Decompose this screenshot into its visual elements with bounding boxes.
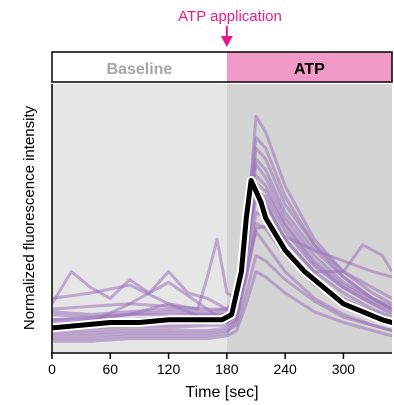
x-tick-label-0: 0	[48, 361, 56, 377]
annotation-arrow-head	[220, 36, 233, 47]
y-axis-label: Normalized fluorescence intensity	[21, 105, 38, 330]
mean-trace-group	[52, 176, 392, 333]
x-axis-label: Time [sec]	[185, 384, 258, 401]
individual-trace-12	[52, 270, 392, 343]
mean-trace-line	[52, 178, 392, 331]
atp-band	[226, 52, 392, 82]
x-tick-label-240: 240	[273, 361, 297, 377]
x-tick-label-120: 120	[157, 361, 181, 377]
atp-application-annotation: ATP application	[178, 8, 282, 25]
plot-area	[52, 84, 392, 352]
phase-band-frame	[51, 51, 393, 83]
atp-label: ATP	[294, 61, 325, 78]
baseline-label: Baseline	[107, 61, 173, 78]
baseline-band	[52, 52, 227, 82]
x-tick-label-300: 300	[332, 361, 356, 377]
x-tick-label-180: 180	[215, 361, 239, 377]
individual-trace-5	[52, 254, 392, 338]
phase-band: Baseline ATP	[51, 51, 393, 83]
x-axis-ticks: 0 60 120 180 240 300	[48, 353, 355, 377]
x-tick-label-60: 60	[102, 361, 118, 377]
